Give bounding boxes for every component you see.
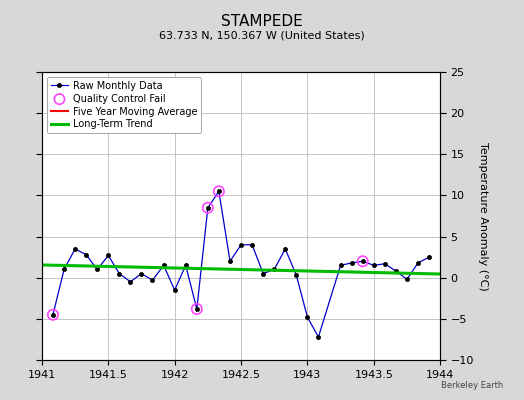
Raw Monthly Data [227, 259, 233, 264]
Raw Monthly Data [293, 273, 300, 278]
Raw Monthly Data [315, 334, 322, 339]
Raw Monthly Data [238, 242, 244, 247]
Raw Monthly Data [282, 246, 288, 251]
Raw Monthly Data [426, 255, 432, 260]
Raw Monthly Data [160, 263, 167, 268]
Text: STAMPEDE: STAMPEDE [221, 14, 303, 29]
Raw Monthly Data [127, 280, 134, 284]
Y-axis label: Temperature Anomaly (°C): Temperature Anomaly (°C) [478, 142, 488, 290]
Raw Monthly Data [271, 267, 277, 272]
Legend: Raw Monthly Data, Quality Control Fail, Five Year Moving Average, Long-Term Tren: Raw Monthly Data, Quality Control Fail, … [47, 77, 201, 133]
Raw Monthly Data [304, 315, 311, 320]
Raw Monthly Data [205, 205, 211, 210]
Raw Monthly Data [83, 252, 89, 257]
Text: Berkeley Earth: Berkeley Earth [441, 381, 503, 390]
Raw Monthly Data [337, 263, 344, 268]
Raw Monthly Data [404, 277, 410, 282]
Quality Control Fail [358, 258, 367, 264]
Raw Monthly Data [348, 260, 355, 265]
Raw Monthly Data [61, 267, 67, 272]
Raw Monthly Data [216, 189, 222, 194]
Raw Monthly Data [415, 260, 421, 265]
Raw Monthly Data [249, 242, 255, 247]
Raw Monthly Data [370, 263, 377, 268]
Raw Monthly Data [393, 269, 399, 274]
Raw Monthly Data [194, 306, 200, 311]
Raw Monthly Data [182, 263, 189, 268]
Quality Control Fail [215, 188, 223, 194]
Raw Monthly Data [138, 271, 145, 276]
Raw Monthly Data [359, 259, 366, 264]
Raw Monthly Data [171, 288, 178, 292]
Raw Monthly Data [116, 271, 123, 276]
Raw Monthly Data [94, 267, 101, 272]
Quality Control Fail [193, 306, 201, 312]
Raw Monthly Data [72, 246, 78, 251]
Raw Monthly Data [50, 312, 56, 317]
Raw Monthly Data [260, 271, 266, 276]
Line: Raw Monthly Data: Raw Monthly Data [51, 189, 431, 339]
Raw Monthly Data [105, 253, 112, 258]
Raw Monthly Data [149, 278, 156, 282]
Raw Monthly Data [381, 261, 388, 266]
Quality Control Fail [49, 312, 57, 318]
Text: 63.733 N, 150.367 W (United States): 63.733 N, 150.367 W (United States) [159, 30, 365, 40]
Quality Control Fail [204, 204, 212, 211]
